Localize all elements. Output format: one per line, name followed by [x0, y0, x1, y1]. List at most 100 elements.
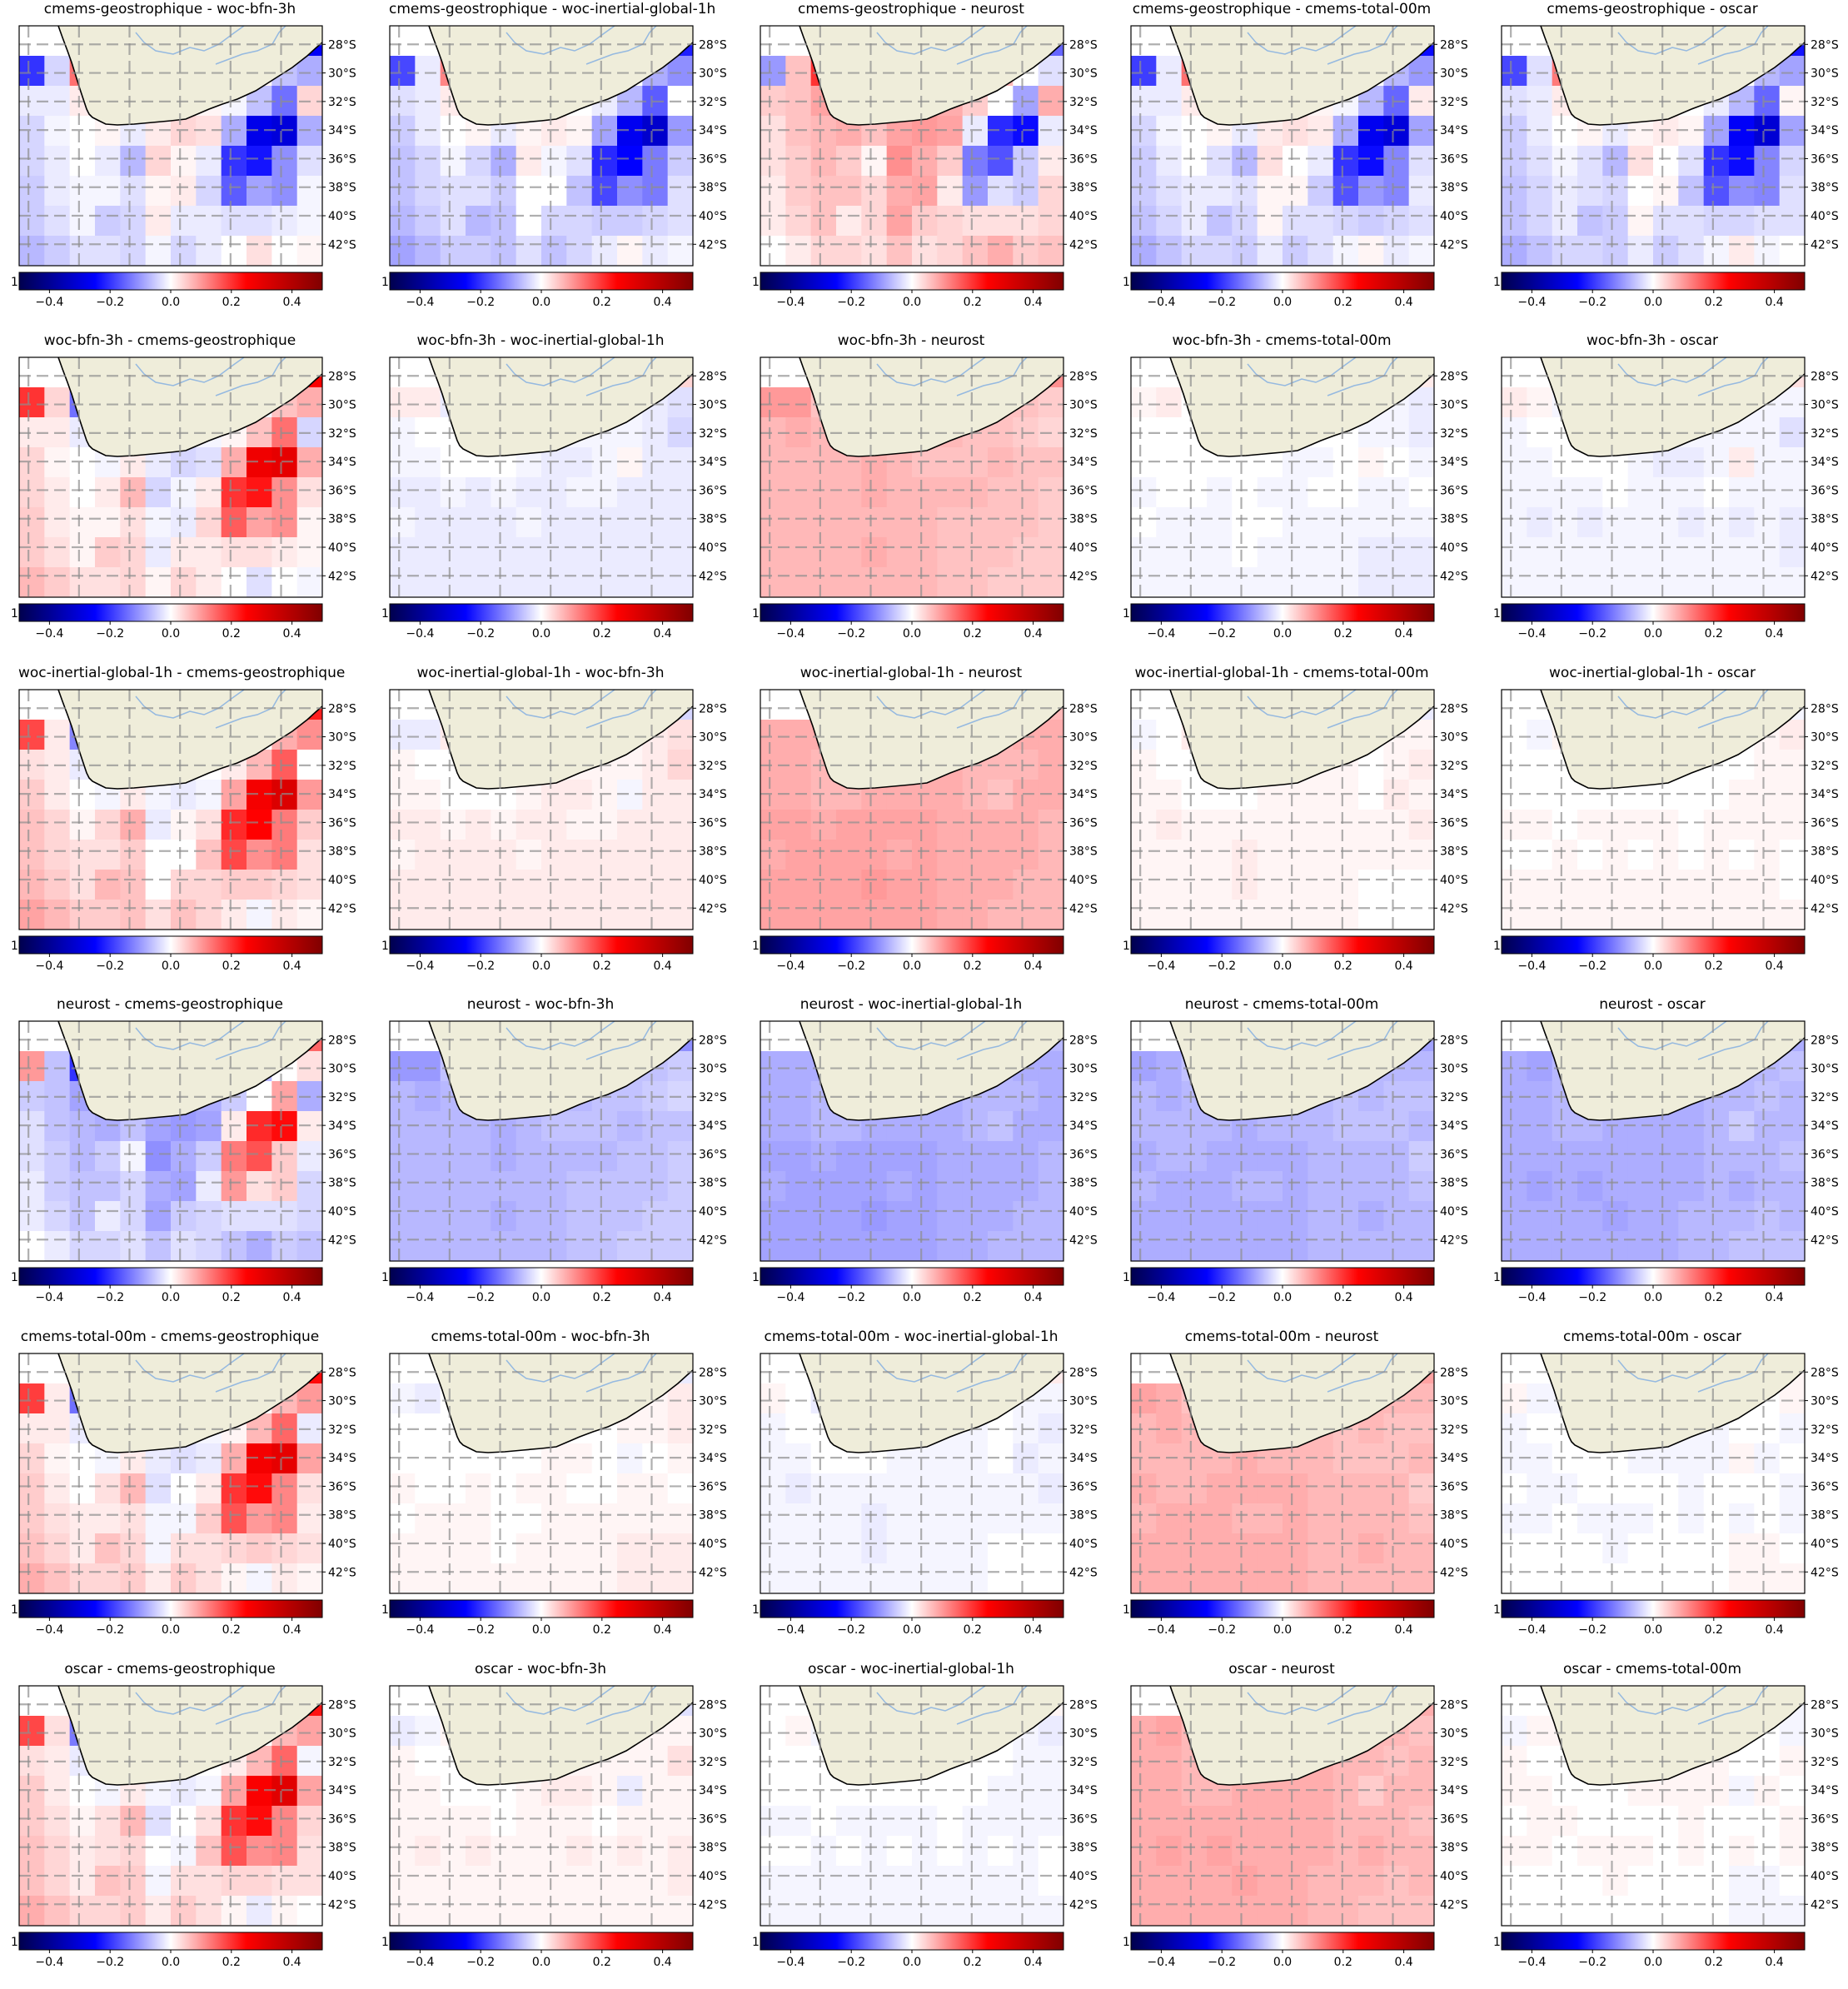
- heatmap-cell: [1283, 870, 1308, 900]
- heatmap-cell: [1577, 567, 1603, 597]
- heatmap-cell: [642, 780, 669, 810]
- heatmap-cell: [1754, 900, 1781, 930]
- heatmap-cell: [760, 1111, 786, 1142]
- heatmap-cell: [44, 1171, 71, 1202]
- heatmap-cell: [390, 537, 416, 568]
- heatmap-cell: [785, 1776, 812, 1807]
- lat-tick-label: 40°S: [1069, 1205, 1098, 1219]
- heatmap-cell: [1754, 1776, 1781, 1807]
- heatmap-cell: [591, 1201, 618, 1232]
- map-svg: 28°S30°S32°S34°S36°S38°S40°S42°S12−0.4 −0…: [1493, 1685, 1839, 1969]
- heatmap-cell: [390, 1111, 416, 1142]
- heatmap-cell: [1577, 1563, 1603, 1593]
- heatmap-cell: [1038, 1171, 1063, 1202]
- lat-tick-label: 42°S: [1069, 1566, 1098, 1579]
- heatmap-cell: [440, 236, 466, 266]
- heatmap-cell: [1779, 900, 1805, 930]
- heatmap-cell: [296, 236, 322, 266]
- heatmap-cell: [1408, 1866, 1434, 1897]
- heatmap-cell: [415, 1473, 441, 1504]
- river-line: [956, 690, 1028, 729]
- heatmap-cell: [1308, 1473, 1334, 1504]
- heatmap-cell: [247, 1866, 272, 1897]
- lat-tick-label: 38°S: [1811, 1177, 1839, 1190]
- heatmap-cell: [171, 1201, 197, 1232]
- heatmap-cell: [1358, 810, 1384, 840]
- heatmap-cell: [1332, 447, 1359, 478]
- heatmap-cell: [1527, 1503, 1553, 1534]
- heatmap-cell: [44, 870, 71, 900]
- heatmap-cell: [1527, 1716, 1553, 1747]
- heatmap-cell: [516, 146, 542, 177]
- heatmap-cell: [516, 567, 542, 597]
- colorbar-tick-label: 0.4: [1765, 1291, 1783, 1304]
- lat-tick-label: 42°S: [328, 1566, 356, 1579]
- heatmap-cell: [1678, 1563, 1705, 1593]
- lat-tick-label: 38°S: [1811, 182, 1839, 195]
- heatmap-cell: [19, 720, 45, 750]
- heatmap-cell: [1408, 810, 1434, 840]
- map-svg: 28°S30°S32°S34°S36°S38°S40°S42°S12−0.4 −0…: [1493, 1020, 1839, 1304]
- heatmap-cell: [1383, 507, 1410, 538]
- heatmap-cell: [1181, 1836, 1208, 1867]
- heatmap-cell: [95, 236, 121, 266]
- heatmap-cell: [1577, 537, 1603, 568]
- heatmap-cell: [296, 116, 322, 147]
- heatmap-cell: [591, 567, 618, 597]
- heatmap-cell: [120, 537, 147, 568]
- heatmap-cell: [1678, 780, 1705, 810]
- heatmap-cell: [937, 840, 964, 870]
- lat-tick-label: 34°S: [1069, 1784, 1098, 1797]
- heatmap-cell: [415, 447, 441, 478]
- heatmap-cell: [491, 1836, 517, 1867]
- heatmap-cell: [390, 1473, 416, 1504]
- heatmap-cell: [1779, 810, 1805, 840]
- heatmap-cell: [810, 900, 837, 930]
- heatmap-cell: [1653, 1141, 1679, 1172]
- heatmap-cell: [1703, 567, 1730, 597]
- heatmap-cell: [69, 447, 96, 478]
- heatmap-cell: [1678, 146, 1705, 177]
- lat-tick-label: 42°S: [1811, 570, 1839, 583]
- heatmap-cell: [440, 870, 466, 900]
- heatmap-cell: [1207, 1866, 1233, 1897]
- lat-tick-label: 30°S: [1811, 1727, 1839, 1741]
- heatmap-cell: [440, 1443, 466, 1474]
- heatmap-cell: [912, 810, 938, 840]
- map-svg: 28°S30°S32°S34°S36°S38°S40°S42°S12−0.4 −0…: [752, 1020, 1098, 1304]
- heatmap-cell: [810, 1776, 837, 1807]
- river-line: [585, 26, 657, 65]
- heatmap-cell: [810, 537, 837, 568]
- heatmap-cell: [69, 1111, 96, 1142]
- heatmap-cell: [1257, 176, 1283, 207]
- heatmap-cell: [1627, 870, 1654, 900]
- heatmap-cell: [1013, 567, 1039, 597]
- heatmap-cell: [1207, 176, 1233, 207]
- heatmap-cell: [566, 900, 593, 930]
- lat-tick-label: 34°S: [328, 788, 356, 801]
- heatmap-cell: [516, 870, 542, 900]
- missing-data-cell: [1502, 357, 1552, 371]
- heatmap-cell: [145, 1896, 172, 1926]
- heatmap-cell: [836, 236, 862, 266]
- heatmap-cell: [760, 116, 786, 147]
- heatmap-cell: [1577, 1896, 1603, 1926]
- heatmap-cell: [1156, 1171, 1183, 1202]
- heatmap-cell: [1678, 1231, 1705, 1261]
- heatmap-cell: [1703, 780, 1730, 810]
- heatmap-cell: [1181, 1231, 1208, 1261]
- heatmap-cell: [1552, 900, 1578, 930]
- colorbar-tick-label: 0.2: [593, 1623, 611, 1637]
- heatmap-cell: [886, 1563, 913, 1593]
- heatmap-cell: [296, 1836, 322, 1867]
- map-frame: [760, 356, 1064, 598]
- heatmap-cell: [221, 116, 247, 147]
- lat-tick-label: 34°S: [699, 1784, 727, 1797]
- heatmap-cell: [1502, 116, 1527, 147]
- heatmap-cell: [785, 447, 812, 478]
- lat-tick-label: 42°S: [699, 238, 727, 252]
- heatmap-cell: [196, 537, 222, 568]
- heatmap-cell: [541, 1563, 567, 1593]
- heatmap-cell: [1332, 1473, 1359, 1504]
- river-line: [215, 1353, 286, 1393]
